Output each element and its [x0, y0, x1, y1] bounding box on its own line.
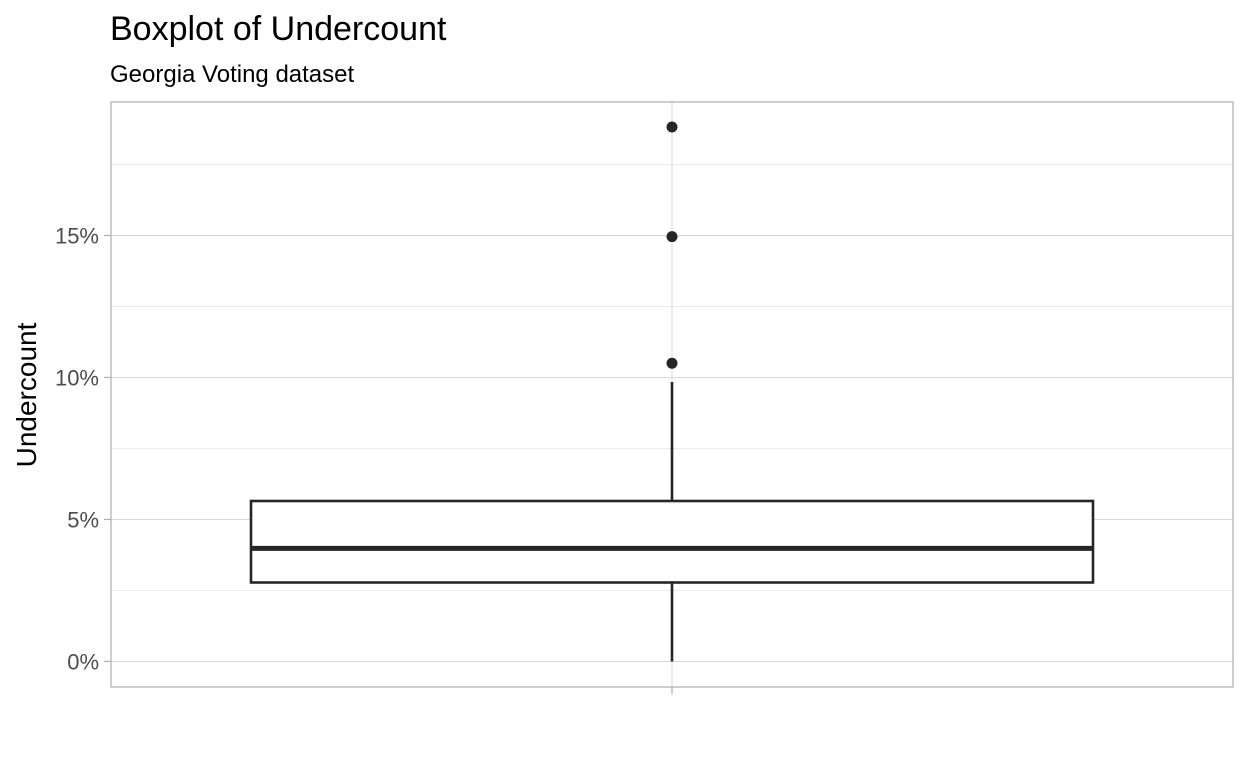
outlier-point [666, 357, 678, 369]
chart-subtitle: Georgia Voting dataset [110, 61, 355, 88]
y-tick-label: 15% [55, 223, 99, 248]
outlier-point [666, 231, 678, 243]
plot-panel: 0% 5% 10% 15% [55, 101, 1234, 694]
y-axis-label: Undercount [11, 322, 42, 467]
y-tick-label: 10% [55, 365, 99, 390]
y-tick-label: 0% [67, 649, 99, 674]
chart-title: Boxplot of Undercount [110, 10, 447, 48]
box-iqr [249, 499, 1095, 584]
y-tick-label: 5% [67, 507, 99, 532]
outlier-point [666, 121, 678, 133]
